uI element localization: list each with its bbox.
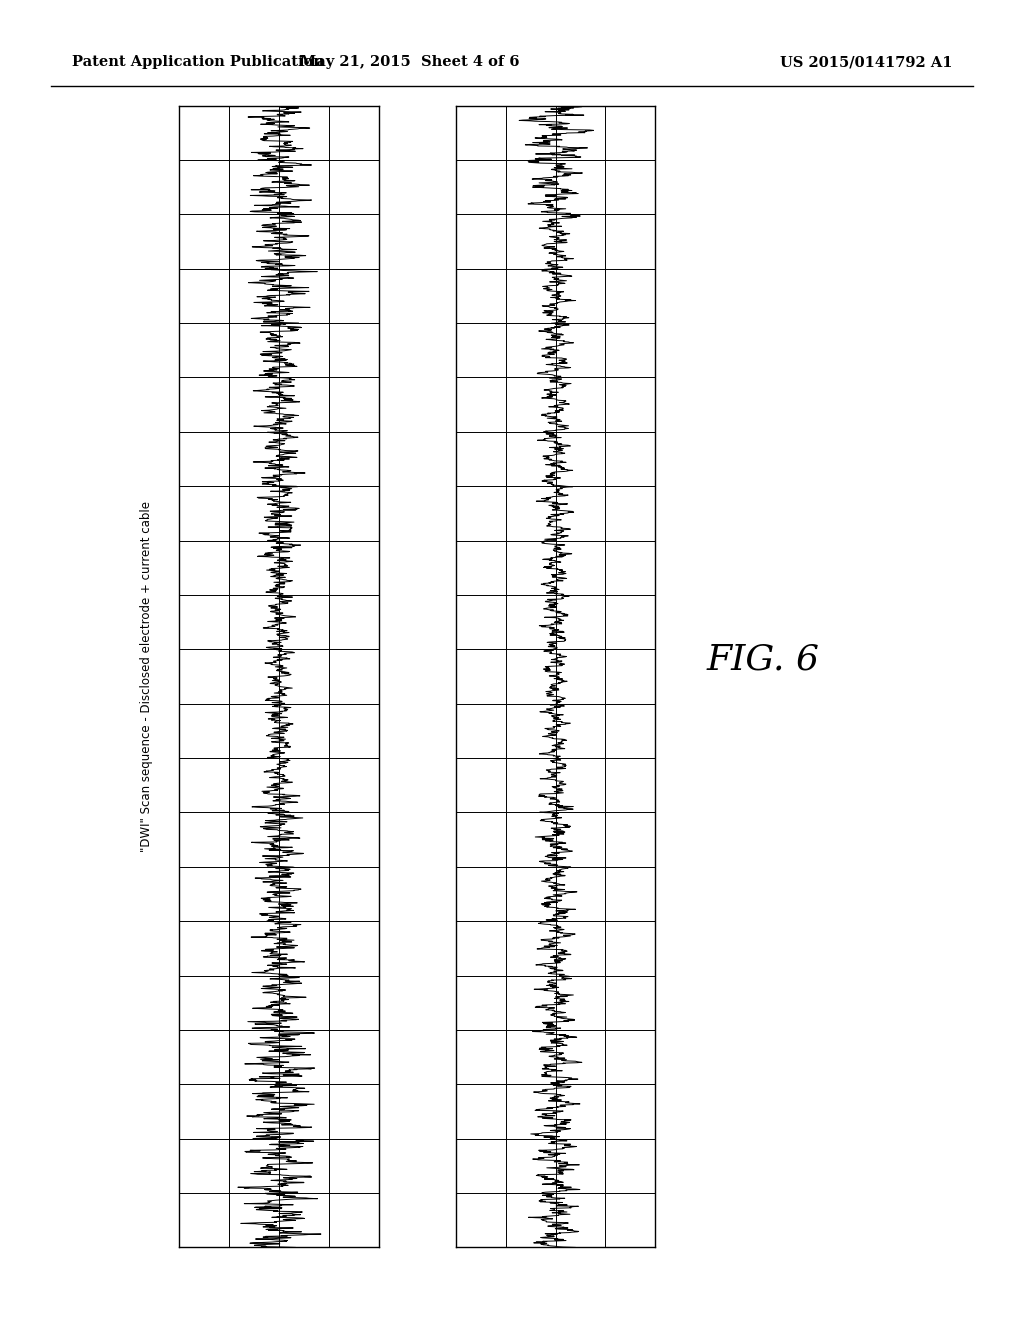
Text: Patent Application Publication: Patent Application Publication bbox=[72, 55, 324, 70]
Text: US 2015/0141792 A1: US 2015/0141792 A1 bbox=[780, 55, 952, 70]
Text: FIG. 6: FIG. 6 bbox=[707, 643, 819, 677]
Text: "DWI" Scan sequence - Disclosed electrode + current cable: "DWI" Scan sequence - Disclosed electrod… bbox=[139, 502, 153, 851]
Text: May 21, 2015  Sheet 4 of 6: May 21, 2015 Sheet 4 of 6 bbox=[300, 55, 519, 70]
